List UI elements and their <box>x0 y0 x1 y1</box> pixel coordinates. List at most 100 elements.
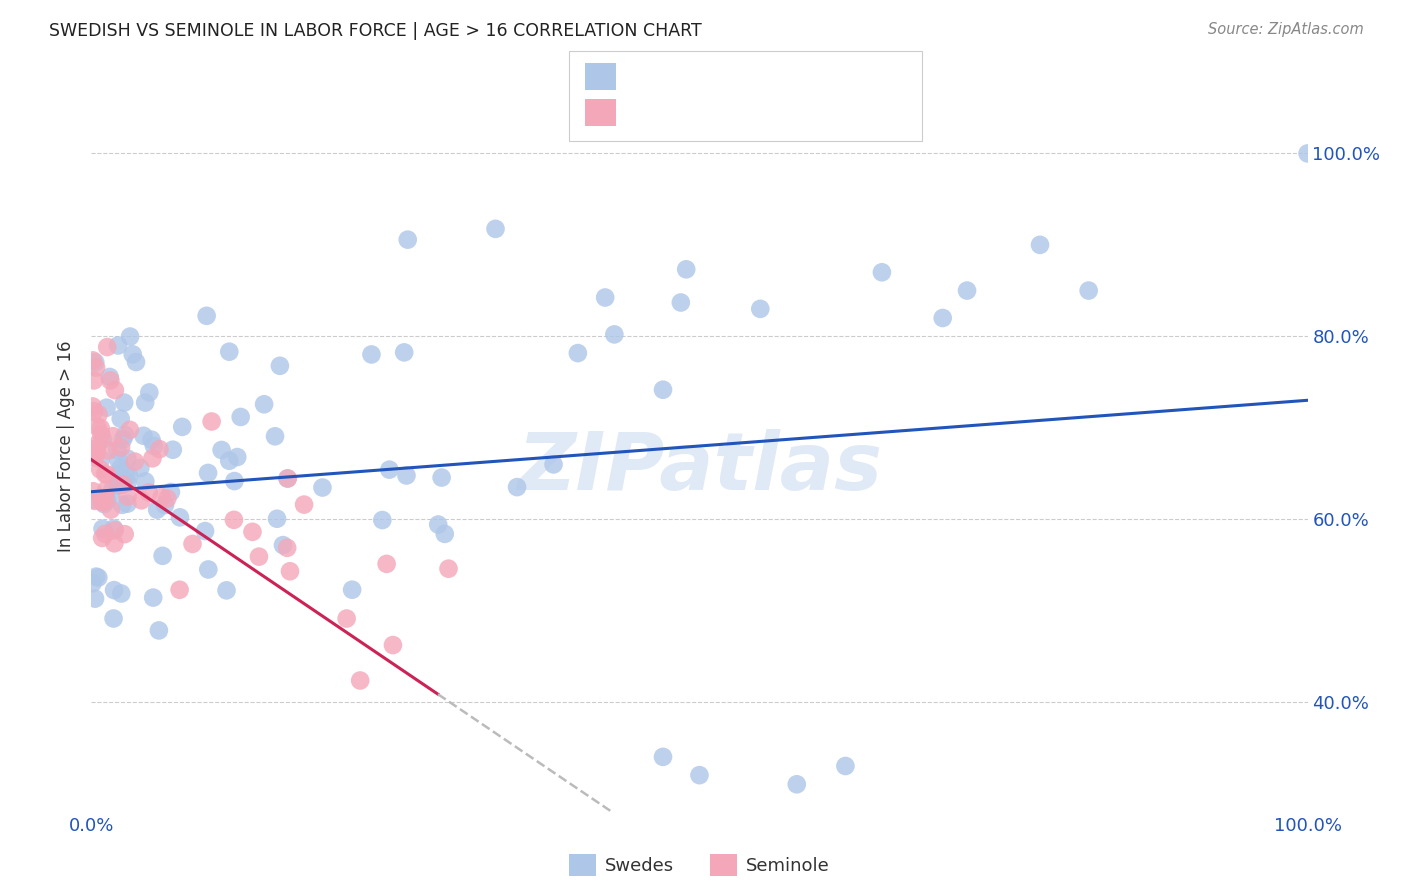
Point <box>84 591 107 606</box>
Point <box>870 265 893 279</box>
Point <box>84 569 107 583</box>
Point <box>931 311 953 326</box>
Point <box>169 510 191 524</box>
Point <box>247 549 270 564</box>
Point <box>349 673 371 688</box>
Point <box>90 427 112 442</box>
Point <box>277 471 299 485</box>
Text: ZIPatlas: ZIPatlas <box>517 429 882 507</box>
Point <box>484 222 506 236</box>
Point <box>105 443 128 458</box>
Point <box>1296 146 1319 161</box>
Point <box>90 421 112 435</box>
Point <box>91 495 114 509</box>
Point <box>375 557 398 571</box>
Point <box>91 522 114 536</box>
Point <box>360 347 382 361</box>
Text: -0.437: -0.437 <box>675 103 733 120</box>
Point <box>311 481 333 495</box>
Point <box>138 385 160 400</box>
Point <box>84 494 107 508</box>
Point <box>669 295 692 310</box>
Point <box>603 327 626 342</box>
Point <box>111 433 134 447</box>
Point <box>84 450 107 465</box>
Point <box>201 415 224 429</box>
Point <box>83 373 105 387</box>
Point <box>148 624 170 638</box>
Point <box>103 611 125 625</box>
Point <box>396 233 419 247</box>
Point <box>162 442 184 457</box>
Text: Source: ZipAtlas.com: Source: ZipAtlas.com <box>1208 22 1364 37</box>
Point <box>110 586 132 600</box>
Point <box>156 491 179 506</box>
Point <box>86 444 108 458</box>
Point <box>395 468 418 483</box>
Point <box>160 485 183 500</box>
Point <box>148 442 170 457</box>
Point <box>194 524 217 538</box>
Point <box>94 467 117 481</box>
Point <box>1029 237 1052 252</box>
Point <box>129 461 152 475</box>
Point <box>110 461 132 475</box>
Point <box>956 284 979 298</box>
Point <box>276 541 298 555</box>
Point <box>172 420 194 434</box>
Point <box>100 374 122 388</box>
Point <box>100 502 122 516</box>
Point <box>117 490 139 504</box>
Point <box>197 466 219 480</box>
Point <box>82 400 104 414</box>
Text: R =: R = <box>624 67 655 85</box>
Point <box>749 301 772 316</box>
Point <box>96 401 118 415</box>
Point <box>437 562 460 576</box>
Point <box>104 383 127 397</box>
Point <box>222 513 245 527</box>
Point <box>834 759 856 773</box>
Point <box>96 483 118 497</box>
Text: R =: R = <box>624 103 655 120</box>
Point <box>134 475 156 489</box>
Point <box>195 309 218 323</box>
Point <box>392 345 415 359</box>
Point <box>96 467 118 482</box>
Point <box>269 359 291 373</box>
Point <box>96 493 118 508</box>
Point <box>427 517 450 532</box>
Point <box>94 491 117 506</box>
Point <box>114 527 136 541</box>
Point <box>84 360 107 375</box>
Point <box>84 355 107 369</box>
Point <box>87 570 110 584</box>
Point <box>224 474 246 488</box>
Point <box>430 470 453 484</box>
Text: N = 60: N = 60 <box>778 103 841 120</box>
Point <box>82 353 104 368</box>
Point <box>292 498 315 512</box>
Point <box>117 497 139 511</box>
Point <box>138 485 160 500</box>
Point <box>152 549 174 563</box>
Point <box>83 404 105 418</box>
Point <box>134 395 156 409</box>
Point <box>91 433 114 447</box>
Point <box>567 346 589 360</box>
Point <box>652 383 675 397</box>
Point <box>110 441 132 455</box>
Point <box>226 450 249 464</box>
Point <box>142 439 165 453</box>
Point <box>117 475 139 490</box>
Point <box>124 454 146 468</box>
Point <box>543 458 565 472</box>
Point <box>675 262 697 277</box>
Point <box>107 453 129 467</box>
Point <box>146 502 169 516</box>
Point <box>93 497 115 511</box>
Point <box>118 468 141 483</box>
Point <box>215 583 238 598</box>
Point <box>253 397 276 411</box>
Point <box>107 338 129 352</box>
